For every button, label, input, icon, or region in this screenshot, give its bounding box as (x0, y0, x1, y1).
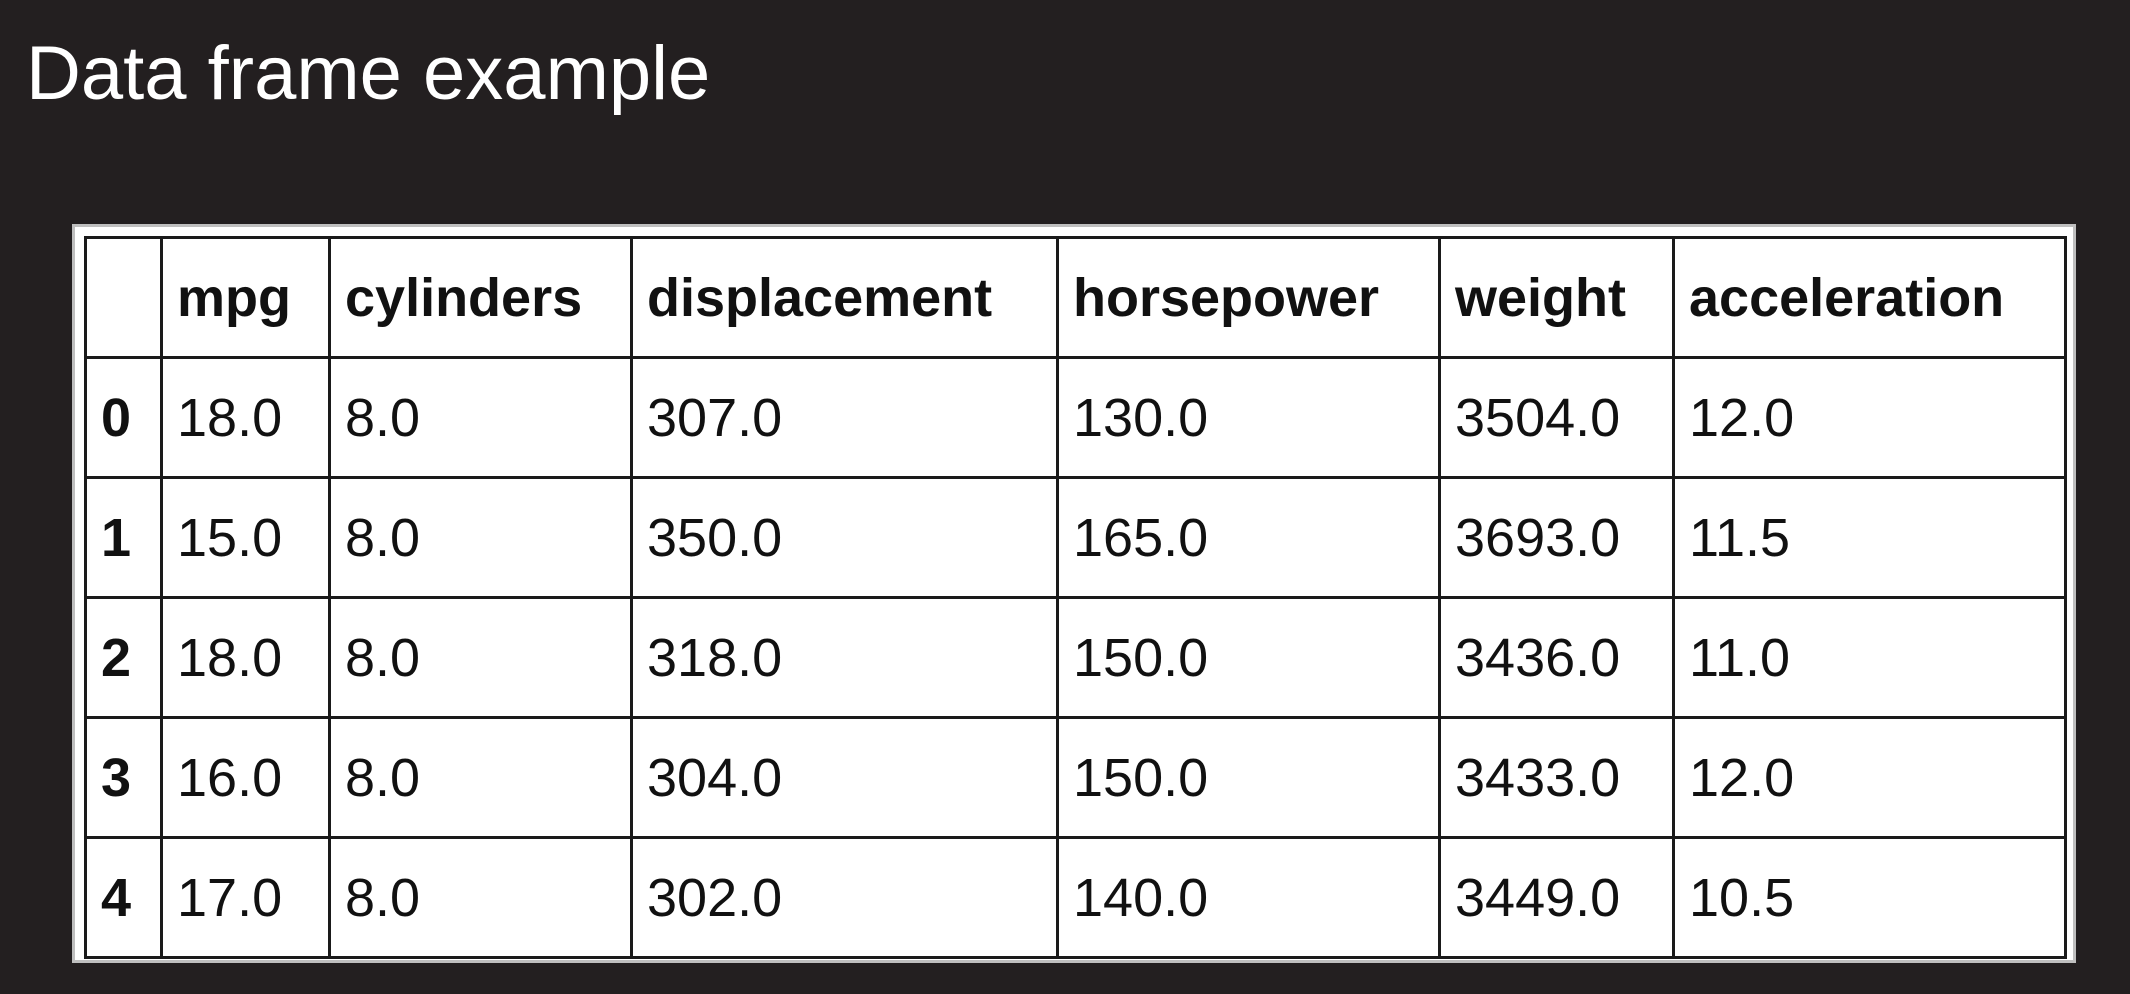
cylinders-cell: 8.0 (328, 476, 633, 599)
column-header-mpg: mpg (160, 236, 331, 359)
slide-title: Data frame example (26, 31, 711, 116)
mpg-cell: 16.0 (160, 716, 331, 839)
mpg-cell: 18.0 (160, 356, 331, 479)
mpg-cell: 15.0 (160, 476, 331, 599)
row-index-cell: 4 (84, 836, 163, 959)
displacement-cell: 350.0 (630, 476, 1059, 599)
column-header-acceleration: acceleration (1672, 236, 2067, 359)
horsepower-cell: 140.0 (1056, 836, 1441, 959)
column-header-cylinders: cylinders (328, 236, 633, 359)
acceleration-cell: 11.0 (1672, 596, 2067, 719)
table-row: 1 15.0 8.0 350.0 165.0 3693.0 11.5 (84, 476, 2067, 599)
table-row: 3 16.0 8.0 304.0 150.0 3433.0 12.0 (84, 716, 2067, 839)
horsepower-cell: 150.0 (1056, 596, 1441, 719)
column-header-horsepower: horsepower (1056, 236, 1441, 359)
header-row: mpg cylinders displacement horsepower we… (84, 236, 2067, 359)
cylinders-cell: 8.0 (328, 356, 633, 479)
weight-cell: 3433.0 (1438, 716, 1675, 839)
mpg-cell: 17.0 (160, 836, 331, 959)
column-header-weight: weight (1438, 236, 1675, 359)
column-header-displacement: displacement (630, 236, 1059, 359)
row-index-cell: 0 (84, 356, 163, 479)
weight-cell: 3504.0 (1438, 356, 1675, 479)
table-body: 0 18.0 8.0 307.0 130.0 3504.0 12.0 1 15.… (84, 356, 2067, 959)
row-index-cell: 3 (84, 716, 163, 839)
acceleration-cell: 11.5 (1672, 476, 2067, 599)
dataframe-container: mpg cylinders displacement horsepower we… (72, 224, 2076, 963)
horsepower-cell: 130.0 (1056, 356, 1441, 479)
acceleration-cell: 12.0 (1672, 716, 2067, 839)
cylinders-cell: 8.0 (328, 836, 633, 959)
mpg-cell: 18.0 (160, 596, 331, 719)
displacement-cell: 302.0 (630, 836, 1059, 959)
table-row: 2 18.0 8.0 318.0 150.0 3436.0 11.0 (84, 596, 2067, 719)
row-index-cell: 1 (84, 476, 163, 599)
displacement-cell: 318.0 (630, 596, 1059, 719)
dataframe-table: mpg cylinders displacement horsepower we… (84, 236, 2067, 959)
horsepower-cell: 165.0 (1056, 476, 1441, 599)
acceleration-cell: 10.5 (1672, 836, 2067, 959)
horsepower-cell: 150.0 (1056, 716, 1441, 839)
table-row: 4 17.0 8.0 302.0 140.0 3449.0 10.5 (84, 836, 2067, 959)
table-header: mpg cylinders displacement horsepower we… (84, 236, 2067, 359)
weight-cell: 3449.0 (1438, 836, 1675, 959)
displacement-cell: 307.0 (630, 356, 1059, 479)
cylinders-cell: 8.0 (328, 716, 633, 839)
cylinders-cell: 8.0 (328, 596, 633, 719)
row-index-cell: 2 (84, 596, 163, 719)
index-header-cell (84, 236, 163, 359)
acceleration-cell: 12.0 (1672, 356, 2067, 479)
table-row: 0 18.0 8.0 307.0 130.0 3504.0 12.0 (84, 356, 2067, 479)
weight-cell: 3693.0 (1438, 476, 1675, 599)
weight-cell: 3436.0 (1438, 596, 1675, 719)
displacement-cell: 304.0 (630, 716, 1059, 839)
